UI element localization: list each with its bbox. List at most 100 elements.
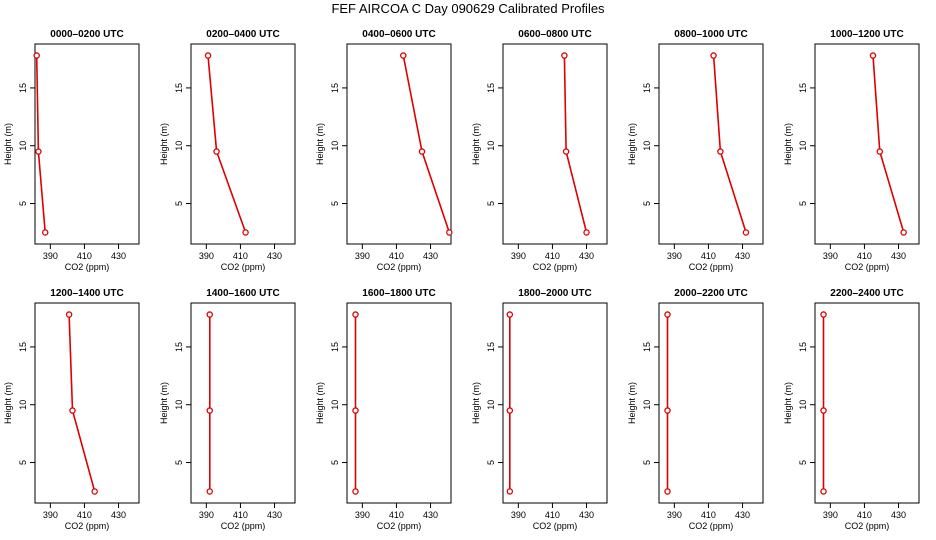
data-point <box>33 52 40 59</box>
y-tick-label: 15 <box>174 83 184 93</box>
data-point <box>206 488 214 495</box>
data-point <box>65 311 73 318</box>
data-point <box>664 488 671 495</box>
data-point <box>900 229 907 236</box>
data-point <box>820 407 827 414</box>
y-tick-label: 15 <box>798 342 808 352</box>
panel-title: 1000–1200 UTC <box>830 29 903 40</box>
data-point <box>820 488 827 495</box>
plot-frame <box>190 43 296 245</box>
y-tick-label: 10 <box>174 141 184 151</box>
x-tick-label: 390 <box>667 510 682 520</box>
x-tick-label: 410 <box>545 510 560 520</box>
y-tick-label: 10 <box>642 400 652 410</box>
panel-title: 1800–2000 UTC <box>518 288 591 299</box>
x-tick-label: 410 <box>233 251 248 261</box>
y-tick-label: 10 <box>642 141 652 151</box>
x-tick-label: 390 <box>43 510 58 520</box>
x-tick-label: 410 <box>77 251 92 261</box>
y-tick-label: 15 <box>486 342 496 352</box>
data-point <box>664 311 671 318</box>
x-tick-label: 410 <box>389 251 404 261</box>
x-tick-label: 390 <box>667 251 682 261</box>
panel-title: 0000–0200 UTC <box>50 29 123 40</box>
plot-frame <box>346 302 452 504</box>
x-tick-label: 410 <box>389 510 404 520</box>
y-axis-label: Height (m) <box>471 123 481 165</box>
x-tick-label: 410 <box>233 510 248 520</box>
y-tick-label: 15 <box>18 83 28 93</box>
data-point <box>418 148 426 155</box>
x-axis-label: CO2 (ppm) <box>533 262 578 272</box>
x-axis-label: CO2 (ppm) <box>65 262 110 272</box>
data-point <box>352 311 359 318</box>
panel-title: 2200–2400 UTC <box>830 288 903 299</box>
data-point <box>717 148 724 155</box>
y-tick-label: 15 <box>330 83 340 93</box>
y-tick-label: 5 <box>330 201 340 206</box>
data-point <box>204 52 212 59</box>
x-tick-label: 390 <box>355 510 370 520</box>
y-tick-label: 5 <box>642 460 652 465</box>
figure-title: FEF AIRCOA C Day 090629 Calibrated Profi… <box>331 1 605 16</box>
x-tick-label: 430 <box>111 251 126 261</box>
data-point <box>242 229 249 236</box>
x-tick-label: 430 <box>891 510 906 520</box>
data-point <box>562 148 570 155</box>
y-tick-label: 15 <box>798 83 808 93</box>
data-point <box>91 488 98 495</box>
y-tick-label: 15 <box>174 342 184 352</box>
y-axis-label: Height (m) <box>315 123 325 165</box>
y-tick-label: 10 <box>330 141 340 151</box>
plot-frame <box>658 43 764 245</box>
series-line <box>68 314 96 492</box>
panel-title: 1200–1400 UTC <box>50 288 123 299</box>
x-tick-label: 410 <box>701 510 716 520</box>
x-axis-label: CO2 (ppm) <box>533 521 578 531</box>
series-line <box>207 55 247 233</box>
plot-frame <box>190 302 296 504</box>
data-point <box>506 488 514 495</box>
y-tick-label: 10 <box>18 141 28 151</box>
y-axis-label: Height (m) <box>159 382 169 424</box>
y-axis-label: Height (m) <box>783 382 793 424</box>
y-tick-label: 10 <box>330 400 340 410</box>
x-axis-label: CO2 (ppm) <box>689 521 734 531</box>
y-axis-label: Height (m) <box>627 123 637 165</box>
y-tick-label: 10 <box>174 400 184 410</box>
series-line <box>563 55 588 233</box>
x-axis-label: CO2 (ppm) <box>377 521 422 531</box>
y-tick-label: 10 <box>798 141 808 151</box>
data-point <box>41 229 49 236</box>
x-tick-label: 390 <box>43 251 58 261</box>
x-tick-label: 430 <box>735 510 750 520</box>
y-tick-label: 5 <box>642 201 652 206</box>
plot-frame <box>346 43 452 245</box>
data-point <box>35 148 42 155</box>
y-axis-label: Height (m) <box>783 123 793 165</box>
x-tick-label: 390 <box>199 510 214 520</box>
data-point <box>400 52 407 59</box>
data-point <box>742 229 750 236</box>
x-tick-label: 390 <box>823 510 838 520</box>
y-tick-label: 5 <box>486 460 496 465</box>
data-point <box>820 311 827 318</box>
panel-title: 0800–1000 UTC <box>674 29 747 40</box>
data-point <box>583 229 590 236</box>
y-tick-label: 10 <box>798 400 808 410</box>
y-axis-label: Height (m) <box>471 382 481 424</box>
x-tick-label: 430 <box>111 510 126 520</box>
x-tick-label: 430 <box>579 510 594 520</box>
x-tick-label: 410 <box>857 251 872 261</box>
y-tick-label: 15 <box>642 342 652 352</box>
